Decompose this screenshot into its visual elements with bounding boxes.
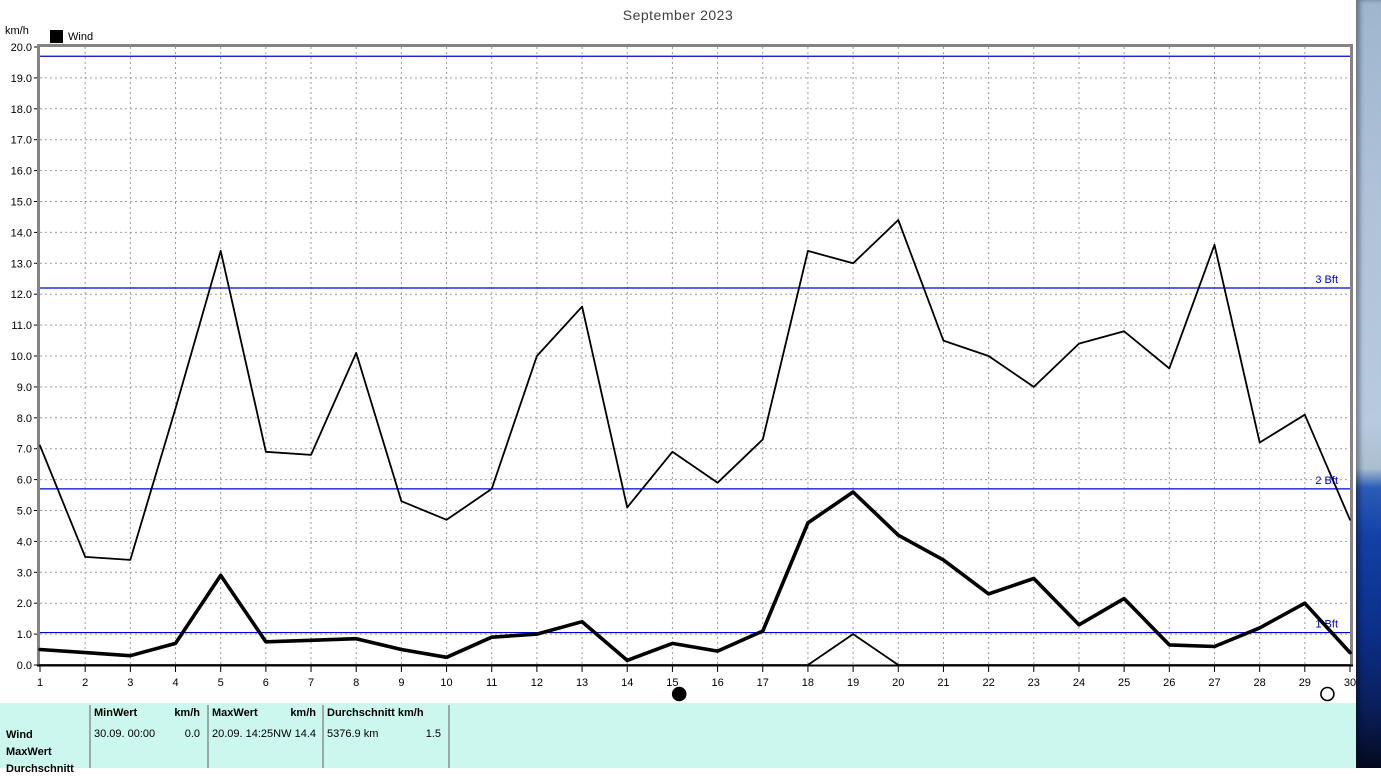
legend: Wind [50,30,93,43]
durchschnitt-column: Durchschnitt km/h 5376.9 km 1.5 [327,707,441,740]
y-tick-label: 8.0 [17,413,32,425]
x-tick-label: 19 [847,677,859,689]
full-moon-icon [1320,686,1335,702]
x-tick-label: 1 [37,677,43,689]
y-tick-label: 15.0 [11,197,32,209]
x-tick-label: 16 [711,677,723,689]
minwert-header: MinWert [94,707,138,719]
y-tick-label: 1.0 [17,629,32,641]
row-label-maxwert: MaxWert [6,746,52,758]
maxwert-header: MaxWert [212,707,258,719]
x-tick-label: 8 [353,677,359,689]
durchschnitt-header: Durchschnitt km/h [327,707,424,719]
x-tick-label: 6 [263,677,269,689]
x-tick-label: 3 [127,677,133,689]
y-tick-label: 13.0 [11,258,32,270]
legend-swatch-icon [50,30,63,43]
x-tick-label: 18 [802,677,814,689]
minwert-datetime: 30.09. 00:00 [94,728,156,740]
maxwert-column: MaxWert km/h 20.09. 14:25NW 14.4 [212,707,316,740]
new-moon-icon [671,686,687,702]
desktop-background [1356,0,1381,768]
y-tick-label: 20.0 [11,42,32,54]
y-tick-label: 3.0 [17,567,32,579]
y-tick-label: 18.0 [11,104,32,116]
series-lines [38,219,1352,666]
y-tick-label: 5.0 [17,506,32,518]
x-tick-label: 26 [1163,677,1175,689]
x-tick-label: 29 [1299,677,1311,689]
table-separator [322,705,324,768]
y-tick-label: 14.0 [11,227,32,239]
y-tick-label: 9.0 [17,382,32,394]
x-tick-label: 30 [1344,677,1356,689]
beaufort-label: 3 Bft [1315,274,1338,286]
x-tick-label: 7 [308,677,314,689]
y-tick-label: 19.0 [11,73,32,85]
table-separator [207,705,209,768]
durchschnitt-value: 1.5 [425,728,441,740]
maxwert-datetime: 20.09. 14:25NW [212,728,292,740]
grid-lines [40,47,1350,665]
x-tick-label: 5 [218,677,224,689]
y-tick-label: 7.0 [17,444,32,456]
y-tick-label: 6.0 [17,475,32,487]
minwert-column: MinWert km/h 30.09. 00:00 0.0 [94,707,200,740]
durchschnitt-windrun: 5376.9 km [327,728,379,740]
y-tick-label: 16.0 [11,166,32,178]
y-tick-label: 2.0 [17,598,32,610]
summary-table: Wind MaxWert Durchschnitt MinWert km/h 3… [0,703,1356,775]
x-tick-label: 25 [1118,677,1130,689]
y-tick-label: 17.0 [11,135,32,147]
series-line-maxwert [39,219,1351,561]
minwert-unit-header: km/h [174,707,200,719]
row-label-durchschnitt: Durchschnitt [6,763,74,775]
x-tick-label: 20 [892,677,904,689]
y-axis-unit-label: km/h [5,25,29,37]
x-tick-label: 23 [1028,677,1040,689]
minwert-value: 0.0 [184,728,200,740]
y-tick-label: 4.0 [17,536,32,548]
y-tick-label: 11.0 [11,320,32,332]
x-tick-label: 10 [440,677,452,689]
x-tick-label: 12 [531,677,543,689]
y-tick-label: 0.0 [17,660,32,672]
chart-title: September 2023 [622,7,734,23]
x-tick-label: 9 [398,677,404,689]
y-tick-label: 10.0 [11,351,32,363]
x-tick-label: 13 [576,677,588,689]
x-tick-label: 28 [1254,677,1266,689]
maxwert-unit-header: km/h [290,707,316,719]
moon-phase-markers [671,686,1335,702]
row-label-wind: Wind [6,729,33,741]
series-line-wind [38,490,1352,663]
maxwert-value: 14.4 [294,728,316,740]
table-separator [89,705,91,768]
axis-labels: 0.01.02.03.04.05.06.07.08.09.010.011.012… [11,42,1356,689]
x-tick-label: 15 [666,677,678,689]
legend-label: Wind [68,30,94,43]
series-line-minwert [39,633,1351,666]
x-tick-label: 22 [982,677,994,689]
x-tick-label: 17 [757,677,769,689]
x-tick-label: 27 [1208,677,1220,689]
x-tick-label: 11 [486,677,497,689]
y-tick-label: 12.0 [11,289,32,301]
x-tick-label: 14 [621,677,633,689]
x-tick-label: 2 [82,677,88,689]
table-separator [448,705,450,768]
x-tick-label: 4 [172,677,178,689]
x-tick-label: 21 [937,677,949,689]
x-tick-label: 24 [1073,677,1085,689]
series-row-labels: Wind MaxWert Durchschnitt [6,727,74,778]
weather-app-window: September 2023 km/h Wind 3 Bft 2 Bft 1 Bft… [0,7,1356,775]
